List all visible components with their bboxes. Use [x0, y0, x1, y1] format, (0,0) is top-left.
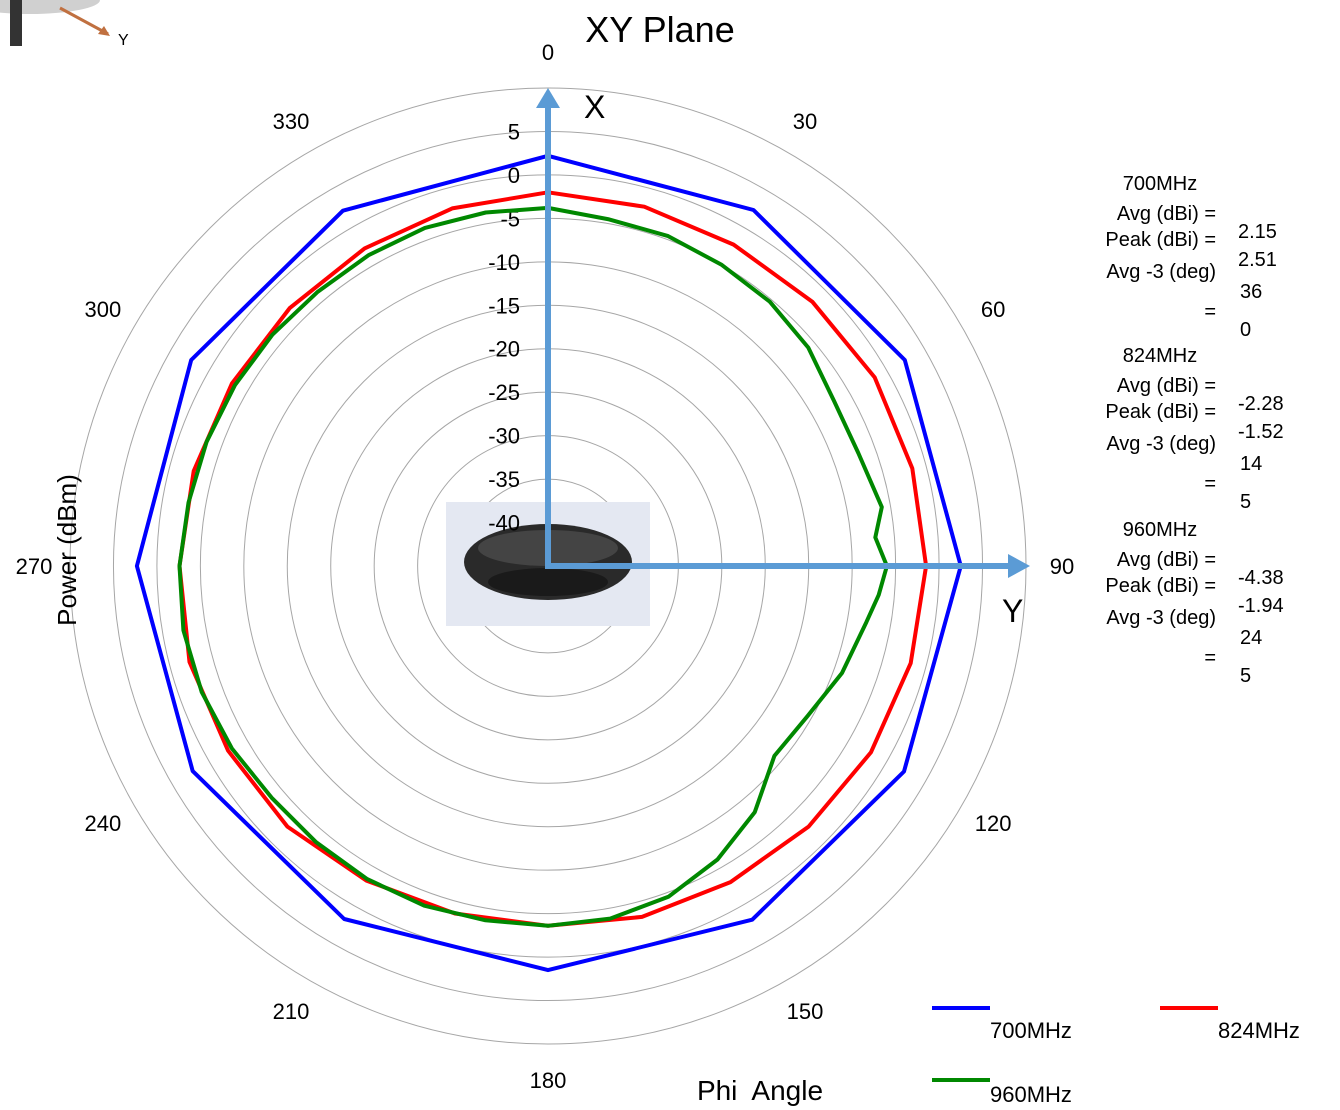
angle-tick-label: 180: [530, 1068, 567, 1093]
angle-tick-label: 240: [85, 811, 122, 836]
legend-swatch-700: [932, 1006, 990, 1010]
stats-eq: =: [1204, 647, 1216, 669]
stats-band: 824MHz: [1122, 345, 1198, 367]
stats-peak-value: 2.51: [1238, 249, 1277, 271]
y-arrow-head: [1008, 554, 1030, 578]
legend-label-960: 960MHz: [990, 1082, 1072, 1107]
stats-eq: =: [1204, 473, 1216, 495]
angle-tick-label: 60: [981, 297, 1005, 322]
angle-tick-label: 90: [1050, 554, 1074, 579]
angle-tick-label: 120: [975, 811, 1012, 836]
radial-tick-label: 0: [508, 163, 520, 188]
y-axis-title: Power (dBm): [52, 474, 82, 626]
legend-label-700: 700MHz: [990, 1018, 1072, 1043]
radial-tick-label: -15: [488, 293, 520, 318]
stats-band: 960MHz: [1122, 519, 1198, 541]
legend-swatch-960: [932, 1078, 990, 1082]
stats-peak-label: Peak (dBi) =: [1105, 229, 1216, 251]
radial-tick-label: 5: [508, 119, 520, 144]
stats-deg-a: 14: [1240, 453, 1263, 475]
axis-arrows: X Y: [536, 88, 1030, 629]
angle-tick-labels: 0 30 60 90 120 150 180 210 240 270 300 330: [16, 40, 1075, 1093]
series-group: [134, 153, 963, 973]
angle-tick-label: 210: [273, 999, 310, 1024]
stats-avg-label: Avg (dBi) =: [1116, 375, 1216, 397]
legend-label-824: 824MHz: [1218, 1018, 1300, 1043]
stats-peak-value: -1.94: [1238, 595, 1284, 617]
angle-tick-label: 270: [16, 554, 53, 579]
stats-peak-label: Peak (dBi) =: [1105, 401, 1216, 423]
angle-tick-label: 0: [542, 40, 554, 65]
radial-tick-label: -40: [488, 511, 520, 536]
x-axis-title: Phi Angle: [697, 1075, 823, 1106]
stats-deg-b: 0: [1240, 319, 1252, 341]
stats-avg-value: -4.38: [1238, 567, 1284, 589]
legend-swatch-824: [1160, 1006, 1218, 1010]
stats-eq: =: [1204, 301, 1216, 323]
stats-deg-a: 36: [1240, 281, 1263, 303]
chart-title: XY Plane: [585, 9, 734, 50]
y-arrow-label: Y: [1002, 593, 1023, 629]
angle-tick-label: 300: [85, 297, 122, 322]
stats-avg-label: Avg (dBi) =: [1116, 549, 1216, 571]
radial-tick-label: -10: [488, 250, 520, 275]
stats-avg-value: 2.15: [1238, 221, 1277, 243]
stats-peak-label: Peak (dBi) =: [1105, 575, 1216, 597]
orientation-post: [10, 0, 22, 46]
x-arrow-head: [536, 88, 560, 108]
stats-deg-a: 24: [1240, 627, 1263, 649]
radial-tick-labels: 50-5-10-15-20-25-30-35-40: [488, 119, 520, 535]
radial-tick-label: -35: [488, 467, 520, 492]
stats-deg-b: 5: [1240, 491, 1252, 513]
series-line-700MHz: [134, 153, 963, 973]
orientation-y-label: Y: [118, 32, 129, 49]
series-line-960MHz: [177, 205, 889, 928]
radial-tick-label: -25: [488, 380, 520, 405]
stats-avg3-label: Avg -3 (deg): [1106, 607, 1216, 629]
stats-peak-value: -1.52: [1238, 421, 1284, 443]
stats-avg-value: -2.28: [1238, 393, 1284, 415]
radial-tick-label: -20: [488, 337, 520, 362]
stats-avg3-label: Avg -3 (deg): [1106, 433, 1216, 455]
stats-deg-b: 5: [1240, 665, 1252, 687]
orientation-icon: Y: [0, 0, 129, 49]
angle-tick-label: 30: [793, 109, 817, 134]
angle-tick-label: 330: [273, 109, 310, 134]
stats-avg-label: Avg (dBi) =: [1116, 203, 1216, 225]
stats-band: 700MHz: [1122, 173, 1198, 195]
radial-tick-label: -30: [488, 424, 520, 449]
angle-tick-label: 150: [787, 999, 824, 1024]
stats-avg3-label: Avg -3 (deg): [1106, 261, 1216, 283]
x-arrow-label: X: [584, 89, 605, 125]
